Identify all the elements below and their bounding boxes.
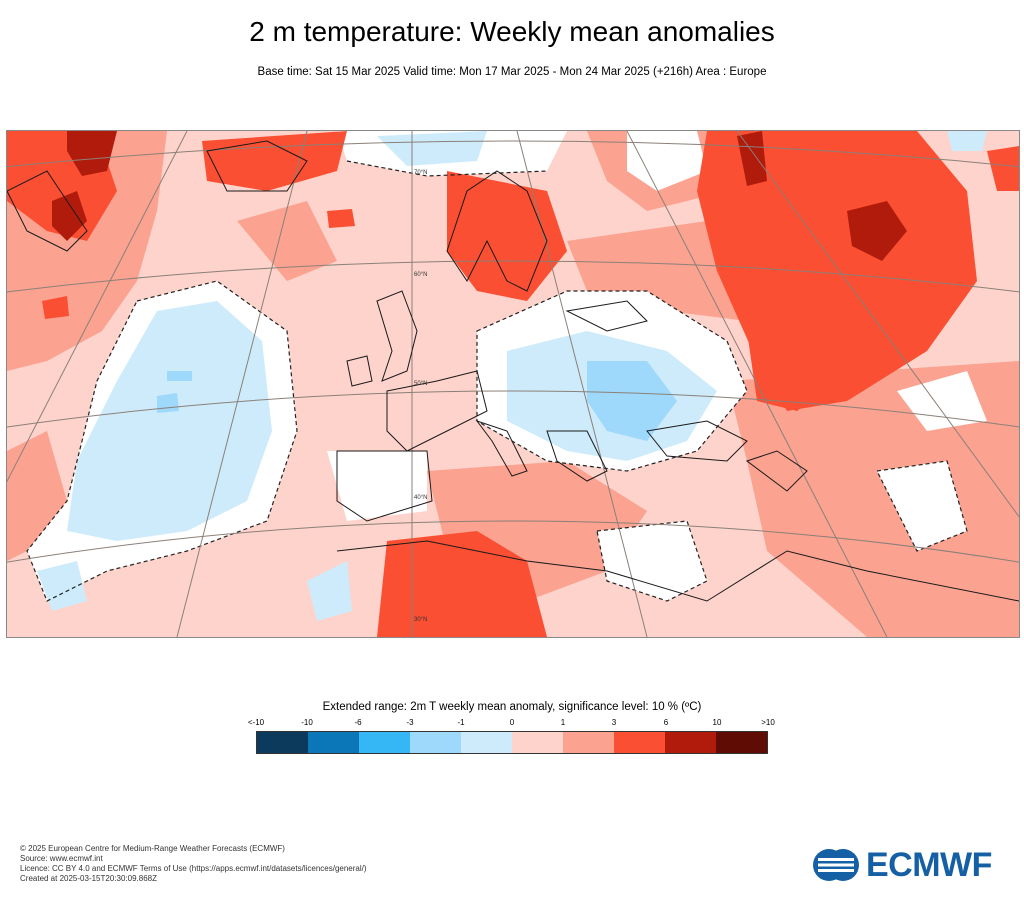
lat-label-60: 60°N	[414, 272, 427, 278]
logo-text: ECMWF	[866, 845, 992, 884]
legend-swatch	[359, 732, 410, 753]
lat-label-50: 50°N	[414, 381, 427, 387]
legend-swatch	[308, 732, 359, 753]
chart-subtitle: Base time: Sat 15 Mar 2025 Valid time: M…	[257, 66, 767, 78]
legend-swatch	[410, 732, 461, 753]
copyright-text: © 2025 European Centre for Medium-Range …	[20, 844, 285, 853]
legend-label: 1	[560, 718, 566, 727]
legend-swatch	[257, 732, 308, 753]
legend-labels: <-10 -10 -6 -3 -1 0 1 3 6 10 >10	[0, 718, 1024, 730]
chart-title: 2 m temperature: Weekly mean anomalies	[249, 16, 775, 47]
map-canvas: 70°N 60°N 50°N 40°N 30°N	[7, 131, 1019, 637]
legend-title: Extended range: 2m T weekly mean anomaly…	[322, 701, 702, 713]
legend-colorbar	[256, 731, 768, 754]
latitude-labels: 70°N 60°N 50°N 40°N 30°N	[414, 170, 427, 623]
legend-label: <-10	[247, 718, 265, 727]
legend-label: 10	[712, 718, 722, 727]
legend-label: -10	[301, 718, 313, 727]
created-text: Created at 2025-03-15T20:30:09.868Z	[20, 874, 157, 883]
anomaly-map: 70°N 60°N 50°N 40°N 30°N	[6, 130, 1020, 638]
positive-3-6-regions	[7, 131, 1019, 637]
legend-swatch	[716, 732, 767, 753]
lat-label-30: 30°N	[414, 617, 427, 623]
graticule	[7, 131, 1019, 637]
source-text: Source: www.ecmwf.int	[20, 854, 103, 863]
legend-label: -6	[354, 718, 362, 727]
coastlines	[7, 140, 1019, 602]
legend-label: -1	[457, 718, 465, 727]
ecmwf-logo-icon	[813, 849, 859, 881]
legend-swatch	[512, 732, 563, 753]
legend-swatch	[614, 732, 665, 753]
legend-label: 6	[663, 718, 669, 727]
legend-label: >10	[761, 718, 775, 727]
licence-text: Licence: CC BY 4.0 and ECMWF Terms of Us…	[20, 864, 367, 873]
positive-6-10-regions	[52, 131, 907, 261]
lat-label-40: 40°N	[414, 495, 427, 501]
lat-label-70: 70°N	[414, 170, 427, 176]
legend-swatch	[563, 732, 614, 753]
legend-swatch	[665, 732, 716, 753]
legend-swatch	[461, 732, 512, 753]
negative-3-1-regions	[157, 361, 677, 441]
footer-credits: © 2025 European Centre for Medium-Range …	[20, 844, 367, 884]
legend-label: -3	[406, 718, 414, 727]
ecmwf-logo: ECMWF	[812, 845, 1007, 885]
legend-label: 3	[611, 718, 617, 727]
legend-label: 0	[509, 718, 515, 727]
